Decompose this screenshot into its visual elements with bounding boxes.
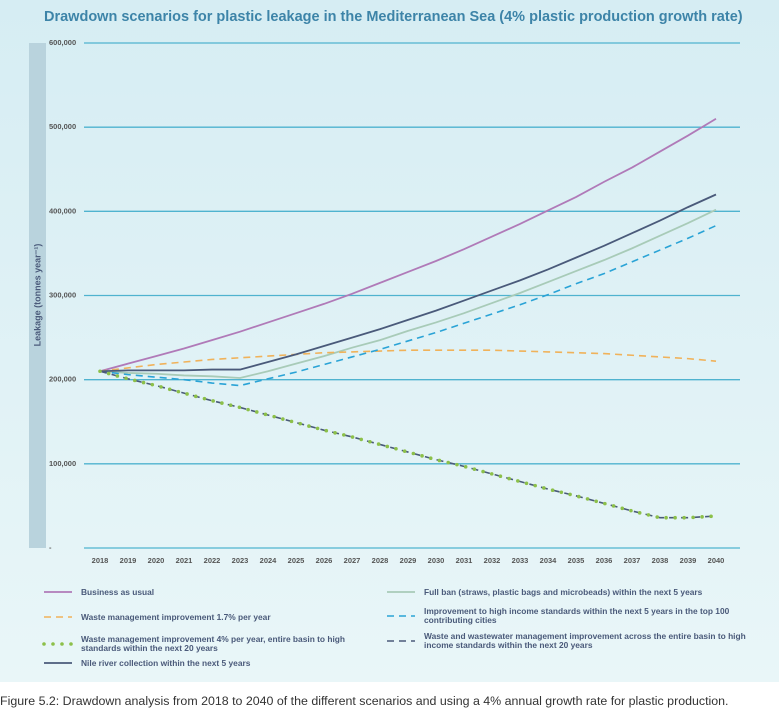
legend-entry: Waste management improvement 1.7% per ye… (42, 611, 362, 623)
legend-label: Improvement to high income standards wit… (424, 606, 730, 625)
x-tick-label: 2028 (372, 556, 389, 565)
x-tick-label: 2018 (92, 556, 109, 565)
legend-label: Waste management improvement 1.7% per ye… (81, 611, 271, 622)
x-tick-label: 2040 (708, 556, 725, 565)
y-tick-label: 600,000 (49, 38, 76, 47)
x-tick-label: 2031 (456, 556, 473, 565)
legend-swatch (44, 662, 72, 664)
chart-background (0, 0, 779, 682)
x-tick-label: 2023 (232, 556, 249, 565)
x-tick-label: 2020 (148, 556, 165, 565)
legend-swatch (42, 642, 74, 646)
series-line (99, 208, 717, 379)
legend-swatch (387, 591, 415, 593)
y-tick-label: 500,000 (49, 122, 76, 131)
legend-entry: Nile river collection within the next 5 … (42, 657, 362, 669)
y-axis-band (29, 43, 46, 548)
x-tick-label: 2039 (680, 556, 697, 565)
x-tick-label: 2030 (428, 556, 445, 565)
legend-entry: Waste management improvement 4% per year… (42, 635, 362, 653)
legend-entry: Waste and wastewater management improvem… (385, 632, 755, 650)
legend-label: Business as usual (81, 586, 155, 597)
x-tick-label: 2032 (484, 556, 501, 565)
x-tick-label: 2025 (288, 556, 305, 565)
series-line (99, 349, 717, 373)
y-axis-label: Leakage (tonnes year⁻¹) (32, 244, 42, 347)
legend-label: Nile river collection within the next 5 … (81, 657, 251, 668)
chart: Leakage (tonnes year⁻¹) - 100,000 200,000 3… (29, 38, 740, 565)
x-tick-label: 2035 (568, 556, 585, 565)
y-tick-label: 300,000 (49, 290, 76, 299)
legend-label: Full ban (straws, plastic bags and micro… (424, 586, 703, 597)
x-tick-label: 2027 (344, 556, 361, 565)
x-tick-label: 2036 (596, 556, 613, 565)
series-line (99, 224, 717, 387)
legend-swatch (44, 616, 72, 618)
x-tick-label: 2037 (624, 556, 641, 565)
x-tick-label: 2029 (400, 556, 417, 565)
x-tick-label: 2034 (540, 556, 558, 565)
legend-entry: Business as usual (42, 586, 362, 598)
series-line (99, 117, 717, 373)
x-tick-label: 2024 (260, 556, 278, 565)
chart-title: Drawdown scenarios for plastic leakage i… (44, 9, 743, 25)
y-tick-label: 400,000 (49, 206, 76, 215)
legend-label: Waste management improvement 4% per year… (81, 634, 346, 653)
legend-swatch (387, 615, 415, 617)
x-tick-label: 2019 (120, 556, 137, 565)
legend-label: Waste and wastewater management improvem… (424, 631, 746, 650)
legend-swatch (44, 591, 72, 593)
x-tick-label: 2021 (176, 556, 193, 565)
x-tick-label: 2038 (652, 556, 669, 565)
y-tick-label: - (49, 543, 52, 552)
x-tick-label: 2033 (512, 556, 529, 565)
legend-entry: Improvement to high income standards wit… (385, 607, 755, 625)
y-tick-label: 100,000 (49, 459, 76, 468)
series-line (99, 193, 717, 373)
legend-swatch (387, 640, 415, 642)
y-tick-label: 200,000 (49, 375, 76, 384)
x-tick-label: 2026 (316, 556, 333, 565)
legend-entry: Full ban (straws, plastic bags and micro… (385, 586, 755, 598)
series-line (99, 370, 717, 519)
x-tick-label: 2022 (204, 556, 221, 565)
caption: Figure 5.2: Drawdown analysis from 2018 … (0, 694, 729, 708)
series-line (98, 369, 718, 520)
